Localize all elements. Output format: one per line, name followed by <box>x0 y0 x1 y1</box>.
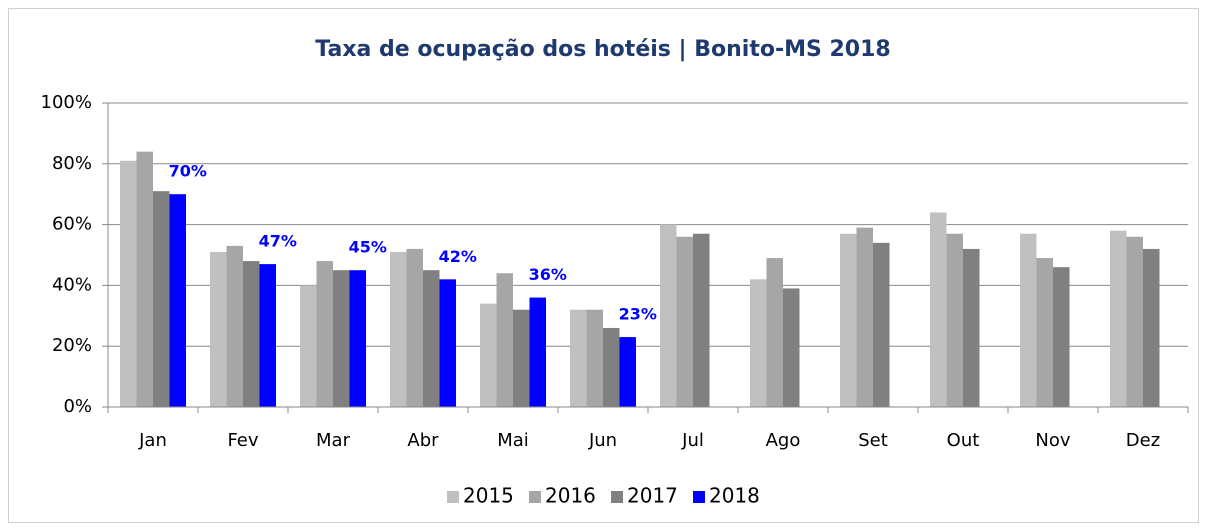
y-tick-label: 60% <box>52 214 92 235</box>
bar <box>1020 233 1037 407</box>
y-tick-label: 80% <box>52 153 92 174</box>
bar <box>963 248 980 407</box>
bar <box>529 297 546 407</box>
bar <box>856 227 873 407</box>
legend-swatch <box>693 491 705 503</box>
x-tick-label: Jan <box>138 430 167 451</box>
bar <box>1126 236 1143 407</box>
y-tick-label: 0% <box>63 396 92 417</box>
bar <box>873 242 890 407</box>
chart-title: Taxa de ocupação dos hotéis | Bonito-MS … <box>315 37 890 62</box>
x-tick-label: Jun <box>588 430 617 451</box>
x-tick-label: Ago <box>766 430 801 451</box>
bar <box>390 251 407 407</box>
bar <box>660 224 677 407</box>
bar <box>1110 230 1127 407</box>
x-tick-label: Set <box>858 430 888 451</box>
legend-swatch <box>611 491 623 503</box>
data-label: 70% <box>169 162 207 181</box>
legend-swatch <box>529 491 541 503</box>
legend-label: 2017 <box>627 484 678 508</box>
bar <box>300 285 317 407</box>
data-label: 42% <box>439 247 477 266</box>
bar <box>243 261 260 407</box>
bar <box>693 233 710 407</box>
y-tick-label: 40% <box>52 274 92 295</box>
y-tick-label: 20% <box>52 335 92 356</box>
bar <box>840 233 857 407</box>
bar <box>946 233 963 407</box>
bar <box>120 160 137 407</box>
bar <box>619 337 636 407</box>
bar <box>406 248 423 407</box>
bar <box>1036 258 1053 407</box>
bar <box>349 270 366 407</box>
x-tick-label: Mar <box>316 430 351 451</box>
bar <box>603 327 620 407</box>
bar <box>930 212 947 407</box>
x-tick-label: Dez <box>1126 430 1160 451</box>
x-tick-label: Fev <box>227 430 258 451</box>
legend-label: 2016 <box>545 484 596 508</box>
bar <box>676 236 693 407</box>
bar <box>766 258 783 407</box>
y-tick-label: 100% <box>41 92 92 113</box>
x-tick-label: Mai <box>497 430 529 451</box>
x-tick-label: Out <box>947 430 980 451</box>
data-label: 23% <box>619 305 657 324</box>
legend-label: 2015 <box>463 484 514 508</box>
data-label: 45% <box>349 238 387 257</box>
chart-frame <box>8 8 1199 523</box>
bar <box>153 191 170 407</box>
bar <box>750 279 767 407</box>
bar <box>570 309 587 407</box>
bar <box>496 273 513 407</box>
bar <box>136 151 153 407</box>
x-tick-label: Abr <box>407 430 439 451</box>
bar <box>423 270 440 407</box>
bar <box>1143 248 1160 407</box>
bar <box>1053 267 1070 407</box>
bar <box>333 270 350 407</box>
data-label: 36% <box>529 265 567 284</box>
x-tick-label: Nov <box>1035 430 1070 451</box>
x-tick-label: Jul <box>681 430 704 451</box>
bar <box>210 251 227 407</box>
bar <box>316 261 333 407</box>
bar <box>439 279 456 407</box>
data-label: 47% <box>259 232 297 251</box>
bar <box>480 303 497 407</box>
legend-swatch <box>447 491 459 503</box>
bar <box>513 309 530 407</box>
bar <box>226 245 243 407</box>
bar <box>586 309 603 407</box>
bar <box>259 264 276 407</box>
legend-label: 2018 <box>709 484 760 508</box>
bar <box>783 288 800 407</box>
bar <box>169 194 186 407</box>
